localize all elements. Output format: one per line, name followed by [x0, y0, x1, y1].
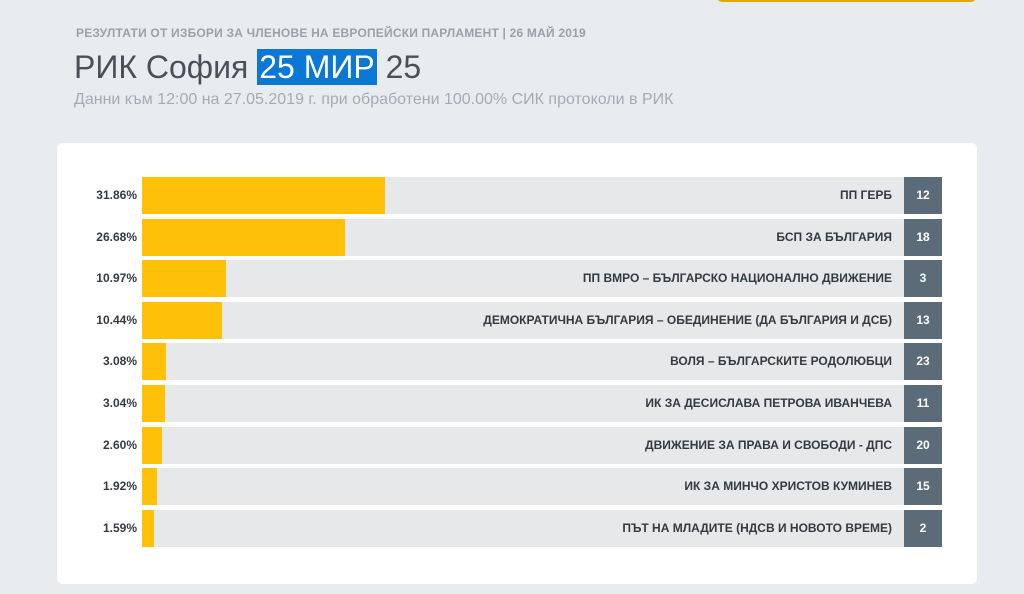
result-percent: 10.97% — [96, 271, 137, 285]
result-bar — [142, 343, 166, 380]
result-bar — [142, 427, 162, 464]
party-name: ИК ЗА ДЕСИСЛАВА ПЕТРОВА ИВАНЧЕВА — [645, 396, 892, 410]
election-supertitle: РЕЗУЛТАТИ ОТ ИЗБОРИ ЗА ЧЛЕНОВЕ НА ЕВРОПЕ… — [76, 26, 586, 40]
ballot-number-badge: 13 — [904, 302, 942, 339]
party-name: ДВИЖЕНИЕ ЗА ПРАВА И СВОБОДИ - ДПС — [645, 438, 892, 452]
ballot-number-badge: 15 — [904, 468, 942, 505]
ballot-number-badge: 20 — [904, 427, 942, 464]
party-name: ПП ВМРО – БЪЛГАРСКО НАЦИОНАЛНО ДВИЖЕНИЕ — [582, 271, 892, 285]
result-bar — [142, 468, 157, 505]
result-percent: 1.59% — [102, 521, 137, 535]
party-name: ВОЛЯ – БЪЛГАРСКИТЕ РОДОЛЮБЦИ — [670, 354, 892, 368]
party-name: БСП ЗА БЪЛГАРИЯ — [776, 230, 892, 244]
results-card: 31.86% ПП ГЕРБ 12 26.68% БСП ЗА БЪЛГАРИЯ 18 10… — [57, 143, 977, 584]
ballot-number-badge: 23 — [904, 343, 942, 380]
result-percent: 31.86% — [96, 188, 137, 202]
result-bar-track: ИК ЗА ДЕСИСЛАВА ПЕТРОВА ИВАНЧЕВА — [142, 385, 904, 422]
result-row: 10.97% ПП ВМРО – БЪЛГАРСКО НАЦИОНАЛНО ДВИ… — [57, 260, 977, 297]
result-bar-track: ПП ГЕРБ — [142, 177, 904, 214]
title-highlight: 25 МИР — [257, 49, 377, 85]
result-row: 1.59% ПЪТ НА МЛАДИТЕ (НДСВ И НОВОТО ВРЕМЕ… — [57, 510, 977, 547]
result-bar-track: ДВИЖЕНИЕ ЗА ПРАВА И СВОБОДИ - ДПС — [142, 427, 904, 464]
result-row: 1.92% ИК ЗА МИНЧО ХРИСТОВ КУМИНЕВ 15 — [57, 468, 977, 505]
ballot-number-badge: 12 — [904, 177, 942, 214]
title-region: РИК София — [74, 49, 249, 85]
result-percent: 26.68% — [96, 230, 137, 244]
result-bar — [142, 385, 166, 422]
result-row: 26.68% БСП ЗА БЪЛГАРИЯ 18 — [57, 219, 977, 256]
result-percent: 3.08% — [102, 354, 137, 368]
result-bar-track: ИК ЗА МИНЧО ХРИСТОВ КУМИНЕВ — [142, 468, 904, 505]
party-name: ДЕМОКРАТИЧНА БЪЛГАРИЯ – ОБЕДИНЕНИЕ (ДА Б… — [483, 313, 892, 327]
ballot-number-badge: 11 — [904, 385, 942, 422]
title-number: 25 — [385, 49, 422, 85]
result-percent: 1.92% — [102, 479, 137, 493]
result-percent: 3.04% — [102, 396, 137, 410]
result-percent: 2.60% — [102, 438, 137, 452]
result-row: 3.04% ИК ЗА ДЕСИСЛАВА ПЕТРОВА ИВАНЧЕВА 11 — [57, 385, 977, 422]
result-bar — [142, 219, 346, 256]
data-status-subtitle: Данни към 12:00 на 27.05.2019 г. при обр… — [74, 91, 674, 108]
ballot-number-badge: 18 — [904, 219, 942, 256]
result-bar-track: ВОЛЯ – БЪЛГАРСКИТЕ РОДОЛЮБЦИ — [142, 343, 904, 380]
ballot-number-badge: 3 — [904, 260, 942, 297]
result-row: 10.44% ДЕМОКРАТИЧНА БЪЛГАРИЯ – ОБЕДИНЕНИЕ… — [57, 302, 977, 339]
result-row: 2.60% ДВИЖЕНИЕ ЗА ПРАВА И СВОБОДИ - ДПС 20 — [57, 427, 977, 464]
page-title: РИК София 25 МИР 25 — [74, 47, 421, 87]
result-bar — [142, 302, 222, 339]
result-bar — [142, 260, 226, 297]
result-bar — [142, 177, 385, 214]
result-bar-track: ПЪТ НА МЛАДИТЕ (НДСВ И НОВОТО ВРЕМЕ) — [142, 510, 904, 547]
result-percent: 10.44% — [96, 313, 137, 327]
result-bar-track: ПП ВМРО – БЪЛГАРСКО НАЦИОНАЛНО ДВИЖЕНИЕ — [142, 260, 904, 297]
party-name: ПЪТ НА МЛАДИТЕ (НДСВ И НОВОТО ВРЕМЕ) — [622, 521, 892, 535]
top-accent-bar — [717, 0, 976, 2]
result-bar-track: БСП ЗА БЪЛГАРИЯ — [142, 219, 904, 256]
party-name: ПП ГЕРБ — [839, 188, 892, 202]
result-row: 3.08% ВОЛЯ – БЪЛГАРСКИТЕ РОДОЛЮБЦИ 23 — [57, 343, 977, 380]
result-row: 31.86% ПП ГЕРБ 12 — [57, 177, 977, 214]
result-bar-track: ДЕМОКРАТИЧНА БЪЛГАРИЯ – ОБЕДИНЕНИЕ (ДА Б… — [142, 302, 904, 339]
party-name: ИК ЗА МИНЧО ХРИСТОВ КУМИНЕВ — [684, 479, 892, 493]
ballot-number-badge: 2 — [904, 510, 942, 547]
result-bar — [142, 510, 155, 547]
